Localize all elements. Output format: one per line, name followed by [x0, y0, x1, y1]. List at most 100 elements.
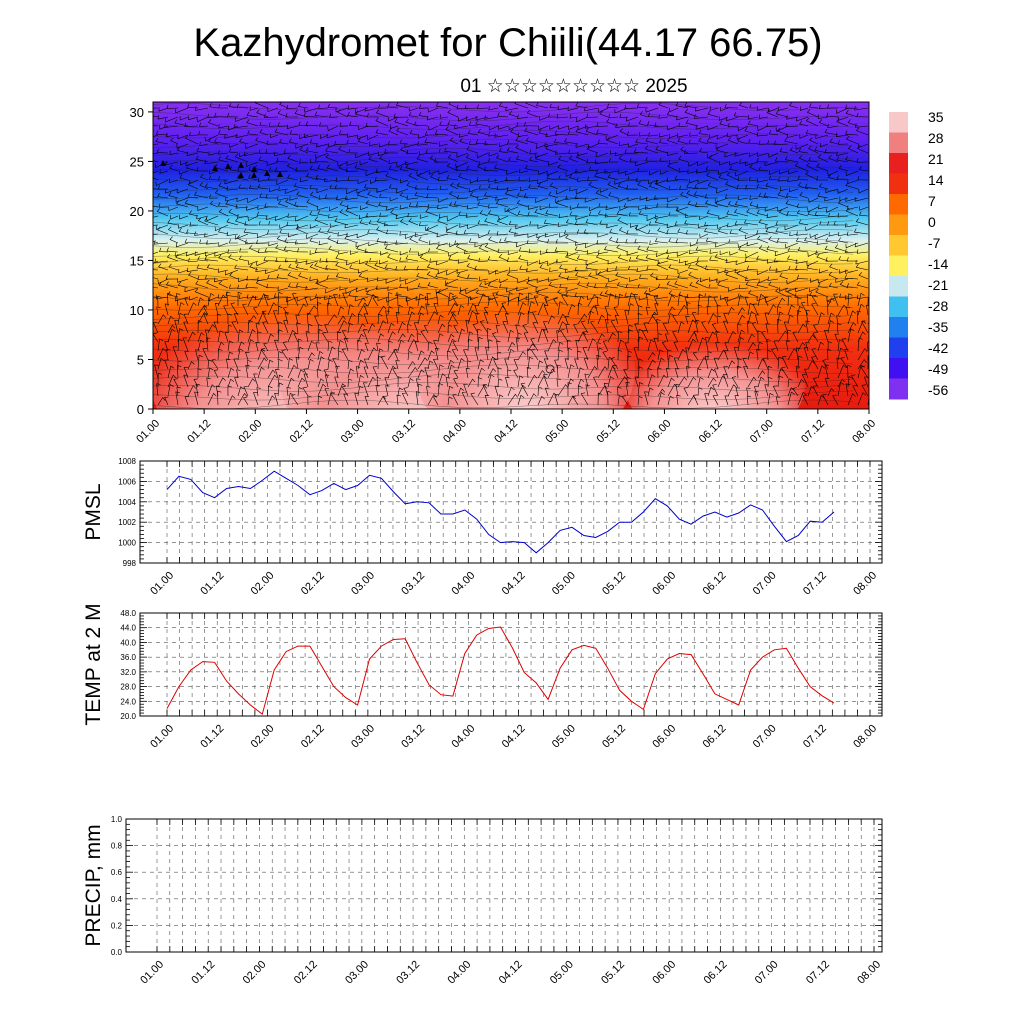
- wind-barb: [867, 297, 869, 307]
- wind-barb: [237, 348, 244, 361]
- colorbar-swatch: [889, 255, 908, 277]
- wind-barb: [694, 191, 709, 199]
- wind-barb: [255, 323, 260, 334]
- wind-barb: [436, 245, 449, 253]
- wind-barb: [197, 275, 209, 280]
- wind-barb: [787, 133, 799, 138]
- wind-barb: [275, 257, 289, 263]
- wind-barb: [828, 174, 839, 181]
- wind-barb: [206, 240, 219, 245]
- wind-barb: [584, 373, 589, 388]
- wind-barb: [360, 205, 369, 211]
- wind-barb: [526, 239, 539, 244]
- wind-barb: [168, 178, 179, 184]
- wind-barb: [153, 206, 159, 208]
- wind-barb: [244, 151, 259, 157]
- wind-barb: [153, 107, 159, 109]
- wind-barb: [177, 281, 189, 289]
- wind-barb: [487, 256, 499, 262]
- wind-barb: [176, 386, 181, 397]
- wind-barb: [855, 127, 869, 136]
- wind-barb: [257, 183, 269, 190]
- grid-lines: [126, 819, 882, 952]
- wind-barb: [214, 189, 229, 199]
- wind-barb: [537, 386, 543, 397]
- wind-barb: [465, 287, 479, 295]
- wind-barb: [833, 293, 839, 307]
- wind-barb: [547, 260, 559, 267]
- wind-barb: [814, 211, 829, 217]
- wind-barb: [307, 340, 315, 352]
- wind-barb: [325, 258, 339, 263]
- x-tick-label: 04.00: [441, 418, 469, 446]
- wind-barb: [774, 157, 789, 163]
- wind-barb: [372, 297, 379, 307]
- wind-barb: [785, 340, 791, 352]
- wind-barb: [392, 367, 399, 379]
- wind-barb: [827, 320, 835, 334]
- wind-barb: [438, 149, 449, 154]
- wind-barb: [267, 176, 279, 181]
- wind-barb: [256, 211, 269, 217]
- wind-barb: [837, 382, 845, 397]
- wind-barb: [495, 269, 509, 275]
- wind-barb: [674, 280, 689, 289]
- wind-barb: [388, 116, 399, 122]
- wind-barb: [189, 131, 199, 137]
- wind-barb: [184, 396, 190, 406]
- wind-barb: [324, 177, 339, 183]
- wind-barb: [339, 286, 349, 291]
- wind-barb: [544, 232, 559, 238]
- wind-barb: [417, 293, 424, 307]
- y-tick-label: 1006: [118, 477, 136, 486]
- wind-barb: [737, 294, 744, 307]
- wind-barb: [277, 196, 289, 201]
- wind-barb: [484, 243, 499, 253]
- y-tick-label: 0.8: [111, 842, 123, 851]
- wind-barb: [526, 267, 539, 273]
- wind-barb: [363, 366, 369, 379]
- wind-pennant: [251, 166, 257, 172]
- wind-barb: [408, 217, 419, 226]
- wind-barb: [627, 303, 634, 316]
- wind-barb: [343, 337, 349, 352]
- wind-barb: [477, 128, 489, 136]
- wind-barb: [837, 116, 849, 121]
- wind-barb: [576, 229, 589, 235]
- wind-barb: [341, 385, 349, 397]
- wind-barb: [717, 227, 729, 235]
- wind-barb: [245, 283, 259, 289]
- wind-barb: [677, 348, 686, 361]
- wind-barb: [645, 306, 651, 316]
- wind-barb: [638, 120, 649, 127]
- colorbar-label: -49: [928, 361, 948, 377]
- wind-barb: [648, 182, 659, 190]
- wind-barb: [176, 293, 181, 307]
- wind-barb: [716, 146, 729, 154]
- wind-barb: [636, 267, 649, 273]
- wind-barb: [433, 340, 439, 352]
- x-tick-label: 05.00: [550, 570, 578, 598]
- wind-barb: [427, 341, 433, 352]
- wind-barb: [433, 395, 439, 406]
- wind-barb: [468, 121, 479, 127]
- wind-barb: [638, 296, 649, 301]
- wind-barb: [566, 339, 572, 352]
- wind-barb: [856, 112, 869, 118]
- wind-barb: [535, 155, 549, 163]
- wind-barb: [445, 224, 459, 231]
- wind-barb: [789, 231, 799, 237]
- wind-barb: [824, 330, 829, 343]
- wind-barb: [377, 313, 383, 325]
- wind-barb: [569, 114, 579, 119]
- x-tick-label: 05.00: [548, 959, 576, 987]
- wind-barb: [304, 107, 319, 113]
- wind-barb: [838, 237, 849, 244]
- wind-barb: [414, 191, 429, 199]
- wind-barb: [472, 323, 479, 334]
- wind-barb: [526, 260, 539, 267]
- wind-barb: [686, 190, 699, 199]
- wind-barb: [756, 269, 769, 276]
- wind-barb: [506, 369, 512, 379]
- isotherm-line: [153, 166, 854, 176]
